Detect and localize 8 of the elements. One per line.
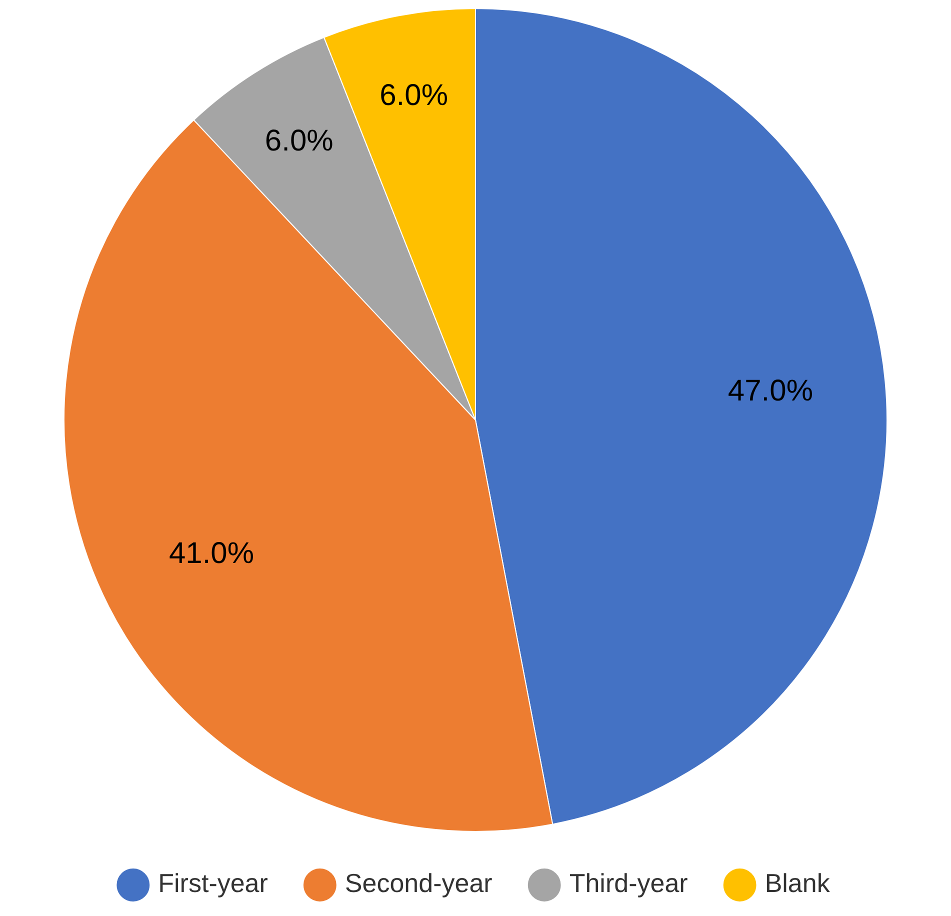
legend-label: Third-year	[569, 868, 688, 898]
data-label: 6.0%	[264, 124, 334, 158]
data-label: 41.0%	[168, 536, 254, 570]
legend-label: First-year	[158, 868, 268, 898]
data-label: 6.0%	[380, 78, 448, 112]
legend-label: Second-year	[344, 868, 493, 898]
legend-label: Blank	[764, 868, 831, 898]
data-label: 47.0%	[728, 374, 814, 408]
